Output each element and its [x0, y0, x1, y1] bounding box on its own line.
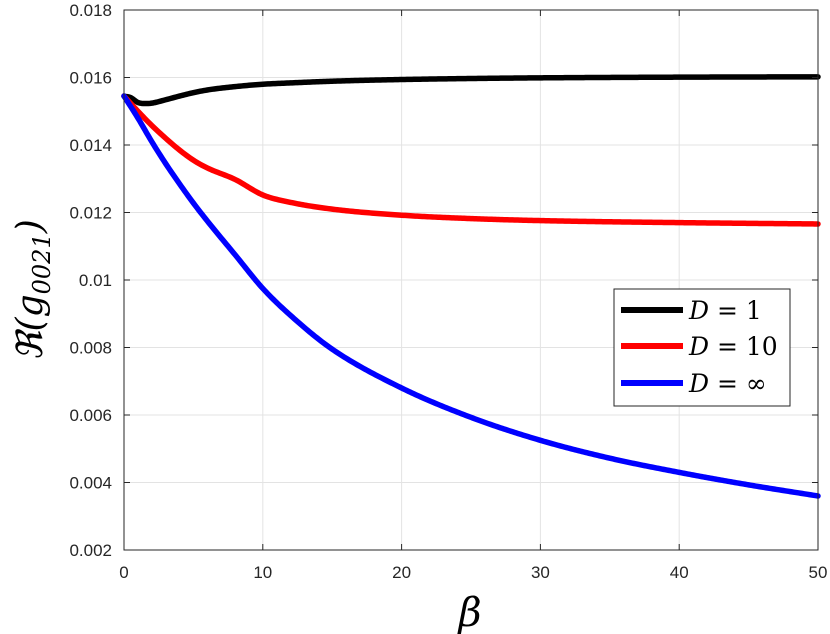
legend-label-dinf: D = ∞ [688, 369, 767, 398]
axis-ticks [123, 9, 819, 551]
x-tick-label: 30 [531, 563, 550, 582]
y-tick-label: 0.01 [79, 271, 112, 290]
x-tick-label: 40 [670, 563, 689, 582]
x-tick-labels: 0 10 20 30 40 50 [119, 563, 827, 582]
y-tick-label: 0.014 [69, 136, 112, 155]
series-line-d1 [121, 74, 821, 107]
svg-text:ℜ(g0021): ℜ(g0021) [10, 219, 56, 361]
y-axis-label-main: ℜ(g [10, 294, 51, 360]
y-tick-label: 0.016 [69, 69, 112, 88]
series-line-dinf [121, 93, 821, 499]
x-tick-label: 10 [253, 563, 272, 582]
legend: D = 1 D = 10 D = ∞ [613, 288, 791, 407]
x-tick-label: 20 [392, 563, 411, 582]
x-tick-label: 0 [119, 563, 128, 582]
x-axis-label: β [456, 590, 481, 634]
series-line-d10 [121, 93, 821, 227]
y-tick-label: 0.018 [69, 1, 112, 20]
y-axis-label-sub: 0021 [28, 233, 56, 294]
legend-entry-d10: D = 10 [621, 332, 778, 361]
y-tick-label: 0.002 [69, 541, 112, 560]
legend-label-d10: D = 10 [688, 332, 778, 361]
x-tick-label: 50 [809, 563, 828, 582]
y-tick-label: 0.012 [69, 204, 112, 223]
y-axis-label: ℜ(g0021) [10, 219, 56, 361]
series-lines [121, 74, 821, 499]
y-tick-label: 0.008 [69, 339, 112, 358]
y-axis-label-close: ) [10, 219, 51, 234]
y-tick-label: 0.004 [69, 474, 112, 493]
legend-entry-dinf: D = ∞ [621, 369, 767, 398]
legend-entry-d1: D = 1 [621, 296, 762, 325]
y-tick-label: 0.006 [69, 406, 112, 425]
legend-label-d1: D = 1 [688, 296, 762, 325]
grid-lines [123, 9, 819, 551]
y-tick-labels: 0.002 0.004 0.006 0.008 0.01 0.012 0.014 0.016 0… [69, 1, 112, 560]
